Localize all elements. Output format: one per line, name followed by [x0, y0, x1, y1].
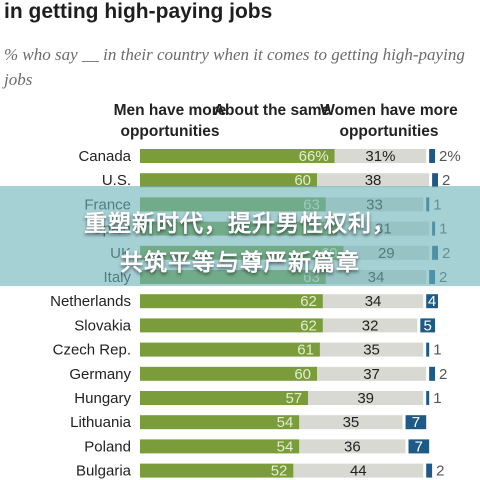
category-label: Bulgaria	[76, 463, 132, 480]
bar-women	[405, 415, 427, 430]
category-label: Czech Rep.	[53, 342, 131, 359]
data-label-men: 60	[294, 172, 311, 189]
data-label-women: 7	[412, 414, 420, 431]
data-label-same: 39	[357, 390, 374, 407]
data-label-men: 54	[277, 438, 294, 455]
data-label-same: 35	[363, 342, 380, 359]
bar-men	[140, 318, 323, 333]
data-label-women: 4	[428, 293, 436, 310]
category-label: U.S.	[102, 172, 131, 189]
data-label-same: 35	[343, 414, 360, 431]
column-header-women: Women have more opportunities	[320, 102, 458, 140]
data-label-same: 31%	[365, 148, 395, 165]
data-label-women: 1	[433, 390, 441, 407]
category-label: Lithuania	[70, 414, 132, 431]
data-label-men: 61	[297, 342, 314, 359]
bar-men	[140, 173, 317, 188]
data-label-women: 7	[415, 438, 423, 455]
bar-same	[299, 415, 403, 430]
data-label-men: 60	[294, 366, 311, 383]
data-label-same: 36	[344, 438, 361, 455]
banner-text-line2: 共筑平等与尊严新篇章	[120, 250, 360, 276]
bar-men	[140, 391, 309, 405]
bar-men	[140, 415, 300, 430]
category-label: Germany	[69, 366, 131, 383]
bar-women	[429, 366, 436, 381]
data-label-same: 37	[363, 366, 380, 383]
bar-men	[140, 149, 335, 163]
bar-same	[322, 318, 418, 333]
bar-women	[426, 342, 430, 357]
bar-same	[334, 149, 427, 163]
bar-women	[429, 149, 436, 163]
data-label-same: 34	[365, 293, 382, 310]
category-label: Hungary	[74, 390, 131, 407]
data-label-men: 52	[271, 463, 288, 480]
bar-women	[426, 294, 438, 309]
bar-same	[319, 342, 424, 357]
chart-subtitle: % who say __ in their country when it co…	[4, 45, 465, 89]
bar-same	[299, 439, 406, 454]
data-label-same: 38	[365, 172, 382, 189]
bar-men	[140, 439, 300, 454]
data-label-women: 2%	[439, 148, 461, 165]
bar-women	[426, 463, 433, 478]
data-label-same: 32	[362, 317, 379, 334]
bar-same	[308, 391, 424, 405]
bar-same	[317, 366, 427, 381]
data-label-men: 66%	[299, 148, 329, 165]
data-label-men: 62	[300, 317, 317, 334]
data-label-men: 62	[300, 293, 317, 310]
bar-same	[317, 173, 430, 188]
category-label: Canada	[78, 148, 131, 165]
bar-men	[140, 463, 294, 478]
bar-men	[140, 294, 323, 309]
category-label: Netherlands	[50, 293, 131, 310]
bar-same	[293, 463, 424, 478]
data-label-same: 44	[350, 463, 367, 480]
data-label-men: 57	[285, 390, 302, 407]
category-label: Poland	[84, 438, 131, 455]
column-header-men: Men have more opportunities	[113, 102, 227, 140]
bar-women	[420, 318, 436, 333]
category-label: Slovakia	[74, 317, 131, 334]
bar-women	[408, 439, 430, 454]
banner-overlay	[0, 186, 480, 286]
bar-men	[140, 342, 320, 357]
data-label-women: 2	[436, 463, 444, 480]
bar-same	[322, 294, 424, 309]
data-label-women: 2	[439, 366, 447, 383]
data-label-women: 5	[424, 317, 432, 334]
bar-women	[432, 173, 438, 188]
data-label-men: 54	[277, 414, 294, 431]
data-label-women: 1	[433, 342, 441, 359]
data-label-women: 2	[442, 172, 450, 189]
chart-title: in getting high-paying jobs	[4, 0, 273, 23]
banner-text-line1: 重塑新时代，提升男性权利，	[84, 211, 396, 237]
bar-men	[140, 366, 317, 381]
bar-women	[426, 391, 430, 405]
column-header-same: About the same	[213, 102, 331, 119]
